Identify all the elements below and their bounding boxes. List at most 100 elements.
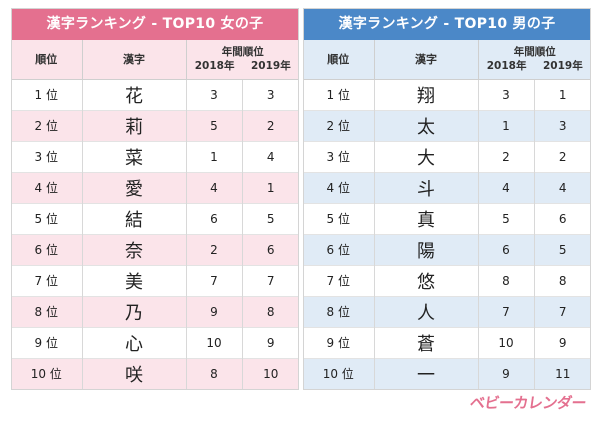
rank-2018-cell: 8 [186,358,243,389]
rank-2018-cell: 8 [478,265,535,296]
rank-2019-cell: 1 [558,87,567,102]
rank-cell: 4 位 [303,172,375,203]
header-rank: 順位 [11,40,83,80]
kanji-cell: 蒼 [374,327,479,358]
kanji-cell: 真 [374,203,479,234]
header-rank: 順位 [303,40,375,80]
girls-panel-title: 漢字ランキング - TOP10 女の子 [11,8,299,40]
rank-2019-cell: 3 [558,118,567,133]
header-kanji: 漢字 [82,40,187,80]
rank-cell: 1 位 [11,79,83,110]
rank-2019-cell: 5 [558,242,567,257]
rank-2019-cell: 2 [266,118,275,133]
rank-2019-cell: 4 [266,149,275,164]
kanji-cell: 愛 [82,172,187,203]
rank-2019-cell: 8 [266,304,275,319]
kanji-cell: 菜 [82,141,187,172]
rank-2018-cell: 3 [186,79,243,110]
rank-2019-cell: 11 [555,366,571,381]
rank-2018-cell: 5 [186,110,243,141]
rank-2018-cell: 10 [478,327,535,358]
girls-ranking-panel: 漢字ランキング - TOP10 女の子 順位 漢字 年間順位 2018年 201… [11,8,299,390]
rank-cell: 10 位 [11,358,83,389]
header-annual-rank: 年間順位 2018年 2019年 [186,40,299,80]
rank-2019-cell: 7 [558,304,567,319]
rank-cell: 5 位 [303,203,375,234]
table-row: 10 位一 9 11 [303,358,591,389]
rank-2018-cell: 7 [478,296,535,327]
header-kanji: 漢字 [374,40,479,80]
rank-cell: 7 位 [303,265,375,296]
rank-2018-cell: 3 [478,79,535,110]
rank-2019-cell: 3 [266,87,275,102]
rank-2018-cell: 6 [478,234,535,265]
rank-2018-cell: 10 [186,327,243,358]
header-2019: 2019年 [251,60,291,73]
rank-cell: 9 位 [11,327,83,358]
kanji-cell: 一 [374,358,479,389]
boys-panel-title: 漢字ランキング - TOP10 男の子 [303,8,591,40]
rank-2019-cell: 4 [558,180,567,195]
boys-ranking-panel: 漢字ランキング - TOP10 男の子 順位 漢字 年間順位 2018年 201… [303,8,591,390]
rank-2019-cell: 8 [558,273,567,288]
rank-cell: 6 位 [303,234,375,265]
rank-cell: 2 位 [11,110,83,141]
table-row: 9 位蒼 10 9 [303,327,591,358]
rank-cell: 10 位 [303,358,375,389]
rank-2019-cell: 2 [558,149,567,164]
rank-2019-cell: 9 [266,335,275,350]
rank-2019-cell: 10 [263,366,279,381]
kanji-cell: 太 [374,110,479,141]
kanji-cell: 乃 [82,296,187,327]
brand-logo: ベビーカレンダー [468,394,588,412]
rank-cell: 1 位 [303,79,375,110]
header-2018: 2018年 [194,60,235,73]
header-annual-rank-label: 年間順位 [513,46,556,59]
rank-cell: 8 位 [303,296,375,327]
rank-2018-cell: 1 [478,110,535,141]
rank-cell: 9 位 [303,327,375,358]
header-2018: 2018年 [486,60,527,73]
rank-2018-cell: 9 [478,358,535,389]
rank-cell: 5 位 [11,203,83,234]
rank-cell: 2 位 [303,110,375,141]
kanji-cell: 奈 [82,234,187,265]
rank-2018-cell: 4 [186,172,243,203]
rank-2018-cell: 2 [186,234,243,265]
rank-2018-cell: 9 [186,296,243,327]
rank-cell: 4 位 [11,172,83,203]
kanji-cell: 斗 [374,172,479,203]
rank-2018-cell: 2 [478,141,535,172]
kanji-cell: 美 [82,265,187,296]
kanji-cell: 花 [82,79,187,110]
rank-cell: 6 位 [11,234,83,265]
rank-cell: 8 位 [11,296,83,327]
kanji-cell: 悠 [374,265,479,296]
kanji-cell: 人 [374,296,479,327]
kanji-cell: 咲 [82,358,187,389]
rank-cell: 3 位 [11,141,83,172]
rank-cell: 3 位 [303,141,375,172]
rank-2019-cell: 6 [558,211,567,226]
header-annual-rank: 年間順位 2018年 2019年 [478,40,591,80]
kanji-cell: 翔 [374,79,479,110]
girls-table-header: 順位 漢字 年間順位 2018年 2019年 [11,40,299,80]
rank-2018-cell: 4 [478,172,535,203]
